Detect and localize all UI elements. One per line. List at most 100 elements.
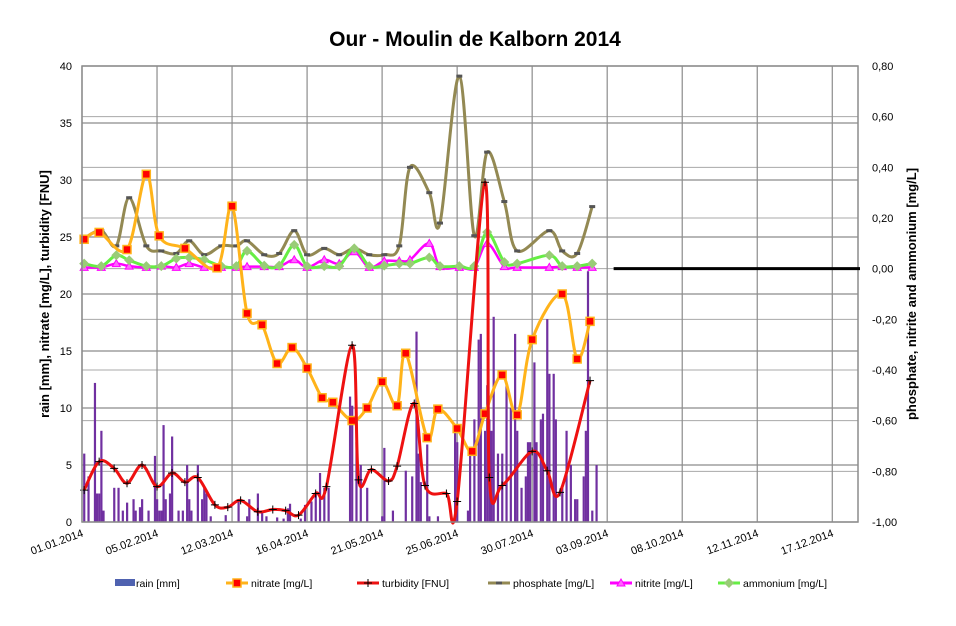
phosphate-marker bbox=[126, 196, 133, 200]
nitrite-marker bbox=[544, 262, 555, 271]
phosphate-marker bbox=[381, 253, 388, 257]
turbidity-marker bbox=[294, 511, 303, 520]
legend-label: nitrite [mg/L] bbox=[635, 578, 693, 590]
y2-tick-label: -0,60 bbox=[872, 416, 897, 428]
rain-bar bbox=[181, 510, 184, 522]
rain-bar bbox=[514, 333, 517, 522]
rain-bar bbox=[576, 499, 579, 522]
x-tick-label: 03.09.2014 bbox=[554, 528, 610, 558]
rain-bar bbox=[391, 510, 395, 522]
rain-bar bbox=[490, 430, 493, 522]
rain-bar bbox=[177, 510, 180, 522]
legend: rain [mm] nitrate [mg/L] turbidity [FNU] ph… bbox=[115, 577, 827, 590]
rain-bar bbox=[141, 499, 144, 522]
x-tick-label: 05.02.2014 bbox=[104, 528, 160, 558]
ammonium-marker bbox=[454, 261, 465, 272]
legend-label: phosphate [mg/L] bbox=[513, 578, 594, 590]
nitrate-marker bbox=[287, 342, 297, 353]
nitrate-marker bbox=[328, 397, 338, 408]
rain-bar bbox=[190, 510, 193, 522]
rain-bar bbox=[323, 487, 326, 522]
legend-rain-swatch bbox=[115, 579, 135, 586]
nitrate-marker bbox=[400, 348, 411, 359]
rain-bar bbox=[456, 442, 459, 522]
phosphate-marker bbox=[261, 253, 268, 257]
x-tick-label: 12.03.2014 bbox=[179, 528, 235, 558]
phosphate-marker bbox=[546, 229, 553, 233]
rain-bar bbox=[492, 316, 495, 522]
rain-bar bbox=[546, 319, 549, 522]
rain-bar bbox=[87, 476, 90, 522]
plot-area-border bbox=[81, 65, 859, 523]
legend-label: rain [mm] bbox=[136, 578, 180, 590]
rain-bar bbox=[205, 493, 208, 522]
turbidity-marker bbox=[123, 479, 132, 488]
nitrate-marker bbox=[377, 377, 387, 387]
rain-bar bbox=[196, 465, 199, 522]
ammonium-marker bbox=[171, 253, 182, 264]
turbidity-marker bbox=[311, 489, 320, 498]
rain-bar bbox=[466, 510, 470, 522]
nitrate-marker bbox=[557, 289, 567, 299]
rain-bar bbox=[126, 502, 129, 522]
rain-bar bbox=[584, 430, 587, 522]
turbidity-marker bbox=[322, 482, 331, 491]
y2-tick-label: -1,00 bbox=[872, 517, 897, 529]
nitrate-marker bbox=[585, 316, 595, 327]
turbidity-marker bbox=[393, 462, 402, 471]
turbidity-marker bbox=[223, 503, 232, 512]
ammonium-marker bbox=[231, 261, 242, 272]
phosphate-marker bbox=[173, 251, 180, 255]
rain-bar bbox=[426, 444, 429, 522]
phosphate-marker bbox=[514, 249, 521, 253]
rain-bar bbox=[509, 408, 512, 522]
ammonium-marker bbox=[404, 258, 415, 269]
rain-bar bbox=[237, 501, 240, 522]
turbidity-marker bbox=[528, 447, 537, 456]
y-axis-right-label: phosphate, nitrite and ammonium [mg/L] bbox=[904, 168, 919, 420]
ammonium-marker bbox=[242, 245, 253, 256]
y2-tick-label: -0,80 bbox=[872, 466, 897, 478]
nitrate-marker bbox=[467, 446, 477, 457]
ammonium-marker bbox=[434, 261, 445, 272]
ammonium-marker bbox=[349, 243, 360, 254]
rain-bar bbox=[383, 447, 386, 522]
rain-bar bbox=[473, 419, 476, 522]
nitrate-marker bbox=[392, 400, 402, 411]
rain-bar bbox=[201, 499, 204, 522]
phosphate-marker bbox=[501, 200, 508, 204]
rain-bar bbox=[366, 487, 369, 522]
turbidity-marker bbox=[498, 481, 507, 490]
nitrite-marker bbox=[424, 238, 435, 247]
nitrite-marker bbox=[289, 254, 300, 264]
rain-bar bbox=[417, 453, 420, 522]
series-turbidity bbox=[80, 178, 595, 525]
rain-bar bbox=[541, 413, 545, 522]
rain-bar bbox=[224, 515, 227, 522]
ammonium-marker bbox=[259, 260, 270, 271]
turbidity-marker bbox=[180, 478, 189, 487]
phosphate-marker bbox=[574, 251, 581, 255]
nitrate-marker bbox=[212, 263, 222, 273]
turbidity-marker bbox=[253, 507, 262, 516]
turbidity-marker bbox=[364, 579, 372, 587]
rain-bar bbox=[186, 465, 189, 522]
ammonium-marker bbox=[302, 261, 313, 272]
rain-bar bbox=[535, 442, 538, 522]
ammonium-marker bbox=[96, 261, 107, 272]
rain-bar bbox=[286, 508, 289, 522]
turbidity-marker bbox=[442, 489, 451, 498]
nitrate-marker bbox=[572, 354, 582, 364]
rain-bar bbox=[98, 493, 101, 522]
rain-bar bbox=[93, 382, 97, 522]
rain-bar bbox=[520, 487, 523, 522]
ammonium-marker bbox=[141, 261, 152, 272]
nitrite-line bbox=[84, 242, 593, 271]
rain-bar bbox=[453, 430, 457, 522]
phosphate-marker bbox=[244, 239, 251, 243]
y-tick-label: 10 bbox=[60, 403, 72, 415]
phosphate-marker bbox=[426, 191, 433, 195]
ammonium-line bbox=[83, 230, 593, 271]
phosphate-marker bbox=[158, 249, 165, 253]
turbidity-marker bbox=[210, 500, 219, 509]
